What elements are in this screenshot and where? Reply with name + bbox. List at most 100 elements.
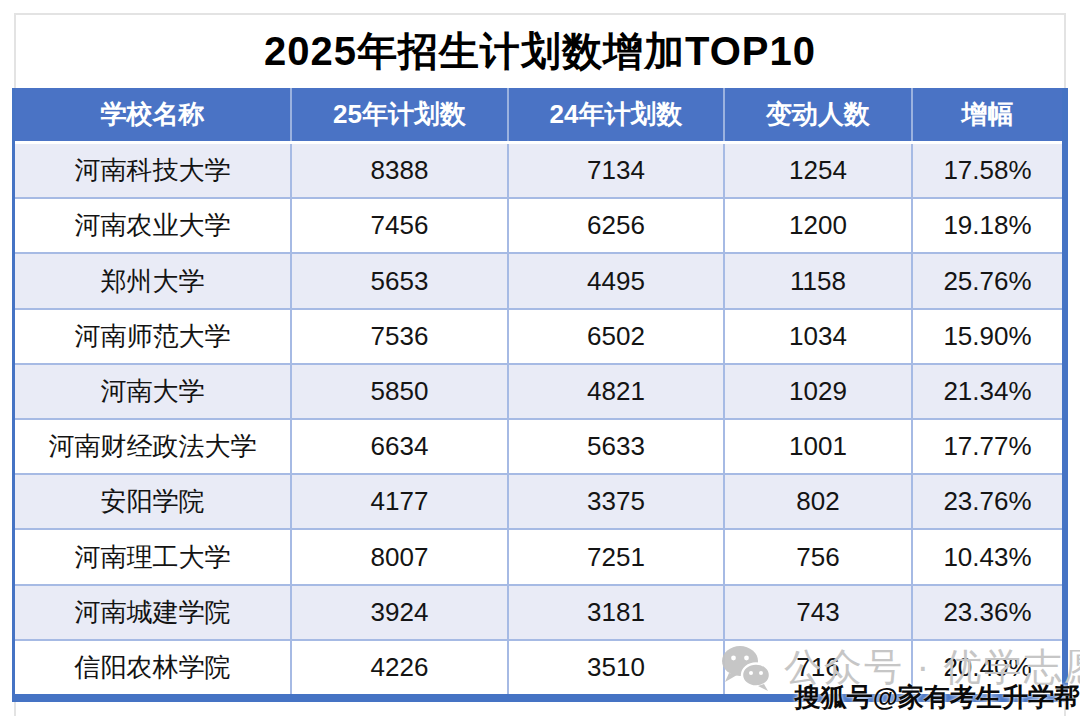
cell-text: 河南城建学院 <box>75 595 231 630</box>
school-name-cell: 河南理工大学 <box>15 530 292 583</box>
table-row: 河南农业大学 7456 6256 1200 19.18% <box>15 199 1062 254</box>
value-cell: 6502 <box>509 310 725 363</box>
table-row: 河南师范大学75366502103415.90% <box>15 310 1062 365</box>
cell-text: 5633 <box>587 431 645 462</box>
cell-text: 5850 <box>371 376 429 407</box>
school-name-cell: 河南大学 <box>15 365 292 418</box>
cell-text: 安阳学院 <box>101 484 205 519</box>
value-cell: 7456 <box>292 199 509 252</box>
cell-text: 1254 <box>789 155 847 186</box>
cell-text: 20.40% <box>943 652 1031 683</box>
cell-text: 7456 <box>371 210 429 241</box>
cell-text: 17.77% <box>943 431 1031 462</box>
table-row: 河南理工大学 8007 7251 756 10.43% <box>15 530 1062 585</box>
value-cell: 7134 <box>509 144 725 197</box>
value-cell: 756 <box>725 530 913 583</box>
cell-text: 756 <box>796 542 839 573</box>
cell-text: 4821 <box>587 376 645 407</box>
value-cell: 21.34% <box>913 365 1062 418</box>
value-cell: 1034 <box>725 310 913 363</box>
school-name-cell: 河南农业大学 <box>15 199 292 252</box>
school-name-cell: 河南城建学院 <box>15 586 292 639</box>
cell-text: 7536 <box>371 321 429 352</box>
cell-text: 河南财经政法大学 <box>49 429 257 464</box>
value-cell: 3924 <box>292 586 509 639</box>
page-title: 2025年招生计划数增加TOP10 <box>0 24 1080 79</box>
value-cell: 3181 <box>509 586 725 639</box>
screenshot-stage: 2025年招生计划数增加TOP10 学校名称 25年计划数 24年计划数 变动人… <box>0 0 1080 716</box>
cell-text: 8007 <box>371 542 429 573</box>
cell-text: 4177 <box>371 486 429 517</box>
table-row: 河南大学 5850 4821 1029 21.34% <box>15 365 1062 420</box>
value-cell: 17.58% <box>913 144 1062 197</box>
table-row: 河南财经政法大学 6634 5633 1001 17.77% <box>15 420 1062 475</box>
value-cell: 6634 <box>292 420 509 473</box>
cell-text: 3924 <box>371 597 429 628</box>
cell-text: 21.34% <box>943 376 1031 407</box>
value-cell: 743 <box>725 586 913 639</box>
cell-text: 河南农业大学 <box>75 208 231 243</box>
cell-text: 10.43% <box>943 542 1031 573</box>
school-name-cell: 安阳学院 <box>15 475 292 528</box>
header-change-count: 变动人数 <box>725 88 913 141</box>
cell-text: 5653 <box>371 266 429 297</box>
cell-text: 1034 <box>789 321 847 352</box>
value-cell: 1200 <box>725 199 913 252</box>
value-cell: 3510 <box>509 641 725 694</box>
value-cell: 23.36% <box>913 586 1062 639</box>
header-text: 增幅 <box>962 97 1014 132</box>
value-cell: 25.76% <box>913 254 1062 307</box>
header-text: 变动人数 <box>766 97 870 132</box>
header-school-name: 学校名称 <box>15 88 292 141</box>
cell-text: 1029 <box>789 376 847 407</box>
cell-text: 郑州大学 <box>101 264 205 299</box>
value-cell: 7536 <box>292 310 509 363</box>
table-row: 河南科技大学 8388 7134 1254 17.58% <box>15 144 1062 199</box>
cell-text: 6502 <box>587 321 645 352</box>
cell-text: 743 <box>796 597 839 628</box>
value-cell: 5653 <box>292 254 509 307</box>
value-cell: 4226 <box>292 641 509 694</box>
value-cell: 8007 <box>292 530 509 583</box>
value-cell: 3375 <box>509 475 725 528</box>
cell-text: 1001 <box>789 431 847 462</box>
value-cell: 17.77% <box>913 420 1062 473</box>
cell-text: 河南大学 <box>101 374 205 409</box>
school-name-cell: 郑州大学 <box>15 254 292 307</box>
cell-text: 8388 <box>371 155 429 186</box>
cell-text: 25.76% <box>943 266 1031 297</box>
table-row: 郑州大学 5653 4495 1158 25.76% <box>15 254 1062 309</box>
cell-text: 1158 <box>790 266 846 297</box>
table-row: 河南城建学院 3924 3181 743 23.36% <box>15 586 1062 641</box>
value-cell: 23.76% <box>913 475 1062 528</box>
cell-text: 802 <box>796 486 839 517</box>
cell-text: 716 <box>796 652 839 683</box>
value-cell: 7251 <box>509 530 725 583</box>
value-cell: 5850 <box>292 365 509 418</box>
school-name-cell: 河南财经政法大学 <box>15 420 292 473</box>
cell-text: 7251 <box>587 542 645 573</box>
value-cell: 4177 <box>292 475 509 528</box>
cell-text: 7134 <box>587 155 645 186</box>
value-cell: 802 <box>725 475 913 528</box>
sohu-credit-overlay: 搜狐号@家有考生升学帮 <box>795 680 1080 715</box>
cell-text: 19.18% <box>943 210 1031 241</box>
cell-text: 河南理工大学 <box>75 540 231 575</box>
ranking-table: 学校名称 25年计划数 24年计划数 变动人数 增幅 河南科技大学 8388 713… <box>12 88 1068 702</box>
value-cell: 4495 <box>509 254 725 307</box>
cell-text: 河南科技大学 <box>75 153 231 188</box>
cell-text: 1200 <box>789 210 847 241</box>
school-name-cell: 河南科技大学 <box>15 144 292 197</box>
value-cell: 1029 <box>725 365 913 418</box>
cell-text: 6256 <box>587 210 645 241</box>
value-cell: 1158 <box>725 254 913 307</box>
header-plan-2024: 24年计划数 <box>509 88 725 141</box>
cell-text: 4495 <box>587 266 645 297</box>
school-name-cell: 河南师范大学 <box>15 310 292 363</box>
table-body: 河南科技大学 8388 7134 1254 17.58% 河南农业大学 7456 6256 12… <box>15 144 1062 694</box>
header-text: 25年计划数 <box>333 97 466 132</box>
cell-text: 信阳农林学院 <box>75 650 231 685</box>
school-name-cell: 信阳农林学院 <box>15 641 292 694</box>
cell-text: 3510 <box>587 652 645 683</box>
value-cell: 8388 <box>292 144 509 197</box>
